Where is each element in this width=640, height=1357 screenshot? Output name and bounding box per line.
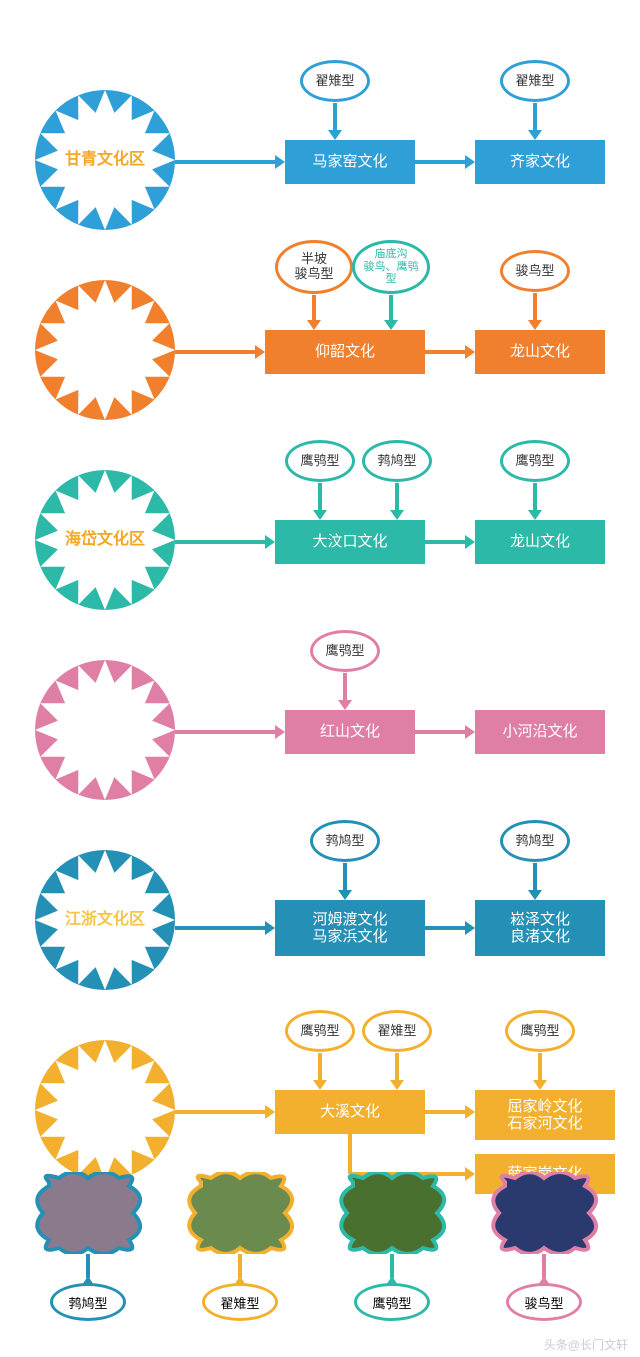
region-label: 长江中游文 化区 xyxy=(65,1091,145,1129)
legend-image xyxy=(29,1172,147,1254)
type-ellipse: 鹰鸮型 xyxy=(285,440,355,482)
type-ellipse: 鹁鸠型 xyxy=(500,820,570,862)
type-ellipse: 鹰鸮型 xyxy=(505,1010,575,1052)
region-label: 江浙文化区 xyxy=(65,910,145,929)
type-ellipse: 鹰鸮型 xyxy=(500,440,570,482)
region-label: 甘青文化区 xyxy=(65,150,145,169)
culture-box: 龙山文化 xyxy=(475,520,605,564)
culture-box: 大汶口文化 xyxy=(275,520,425,564)
culture-box: 齐家文化 xyxy=(475,140,605,184)
legend-label: 鹰鸮型 xyxy=(354,1283,430,1321)
region-starburst: 长江中游文 化区 xyxy=(35,1040,175,1180)
type-ellipse: 半坡 骏鸟型 xyxy=(275,240,353,294)
culture-box: 马家窑文化 xyxy=(285,140,415,184)
region-starburst: 甘青文化区 xyxy=(35,90,175,230)
culture-box: 红山文化 xyxy=(285,710,415,754)
legend-label: 骏鸟型 xyxy=(506,1283,582,1321)
culture-box: 屈家岭文化 石家河文化 xyxy=(475,1090,615,1140)
type-ellipse: 鹰鸮型 xyxy=(285,1010,355,1052)
type-ellipse: 鹁鸠型 xyxy=(362,440,432,482)
region-label: 燕辽文化区 xyxy=(65,720,145,739)
region-starburst: 中原文化区 xyxy=(35,280,175,420)
region-starburst: 海岱文化区 xyxy=(35,470,175,610)
watermark: 头条@长门文轩 xyxy=(544,1336,628,1353)
region-label: 海岱文化区 xyxy=(65,530,145,549)
culture-box: 龙山文化 xyxy=(475,330,605,374)
type-ellipse: 骏鸟型 xyxy=(500,250,570,292)
type-ellipse: 翟雉型 xyxy=(500,60,570,102)
culture-box: 大溪文化 xyxy=(275,1090,425,1134)
region-label: 中原文化区 xyxy=(65,340,145,359)
type-ellipse: 翟雉型 xyxy=(300,60,370,102)
type-ellipse: 翟雉型 xyxy=(362,1010,432,1052)
type-ellipse: 鹰鸮型 xyxy=(310,630,380,672)
type-ellipse: 庙底沟 骏鸟、鹰鸮 型 xyxy=(352,240,430,294)
legend-image xyxy=(181,1172,299,1254)
legend: 鹁鸠型 翟雉型 鹰鸮型 骏鸟型 xyxy=(0,1172,640,1347)
legend-image xyxy=(333,1172,451,1254)
culture-box: 小河沿文化 xyxy=(475,710,605,754)
region-starburst: 燕辽文化区 xyxy=(35,660,175,800)
legend-label: 翟雉型 xyxy=(202,1283,278,1321)
culture-box: 仰韶文化 xyxy=(265,330,425,374)
culture-box: 河姆渡文化 马家浜文化 xyxy=(275,900,425,956)
culture-box: 崧泽文化 良渚文化 xyxy=(475,900,605,956)
legend-label: 鹁鸠型 xyxy=(50,1283,126,1321)
region-starburst: 江浙文化区 xyxy=(35,850,175,990)
legend-image xyxy=(485,1172,603,1254)
type-ellipse: 鹁鸠型 xyxy=(310,820,380,862)
